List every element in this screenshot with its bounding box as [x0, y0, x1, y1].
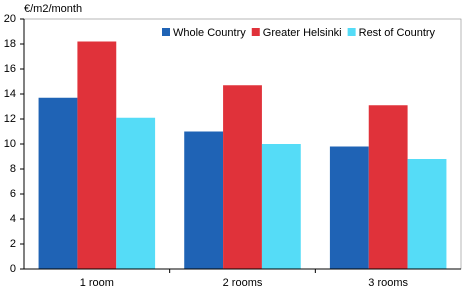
y-tick-label: 12 — [4, 113, 16, 125]
legend-swatch — [251, 28, 260, 36]
y-tick-label: 8 — [10, 163, 16, 175]
bar — [184, 131, 224, 269]
legend-label: Greater Helsinki — [263, 27, 342, 39]
legend-label: Rest of Country — [359, 27, 436, 39]
legend-label: Whole Country — [173, 27, 246, 39]
bar — [329, 146, 369, 269]
x-tick-label: 3 rooms — [368, 277, 408, 289]
bar — [261, 144, 301, 269]
y-tick-label: 14 — [4, 88, 16, 100]
y-tick-label: 4 — [10, 213, 16, 225]
x-tick-label: 1 room — [80, 277, 114, 289]
y-axis-label: €/m2/month — [24, 3, 82, 15]
y-tick-label: 0 — [10, 263, 16, 275]
y-tick-label: 18 — [4, 38, 16, 50]
y-tick-label: 16 — [4, 63, 16, 75]
y-tick-label: 20 — [4, 13, 16, 25]
y-tick-label: 6 — [10, 188, 16, 200]
x-tick-label: 2 rooms — [223, 277, 263, 289]
bar — [368, 105, 408, 269]
bar — [77, 41, 117, 269]
legend-swatch — [162, 28, 170, 36]
bar — [116, 117, 156, 269]
bar — [407, 159, 447, 269]
legend-swatch — [347, 28, 356, 36]
y-tick-label: 2 — [10, 238, 16, 250]
bar — [223, 85, 262, 269]
y-tick-label: 10 — [4, 138, 16, 150]
bar — [38, 97, 78, 269]
